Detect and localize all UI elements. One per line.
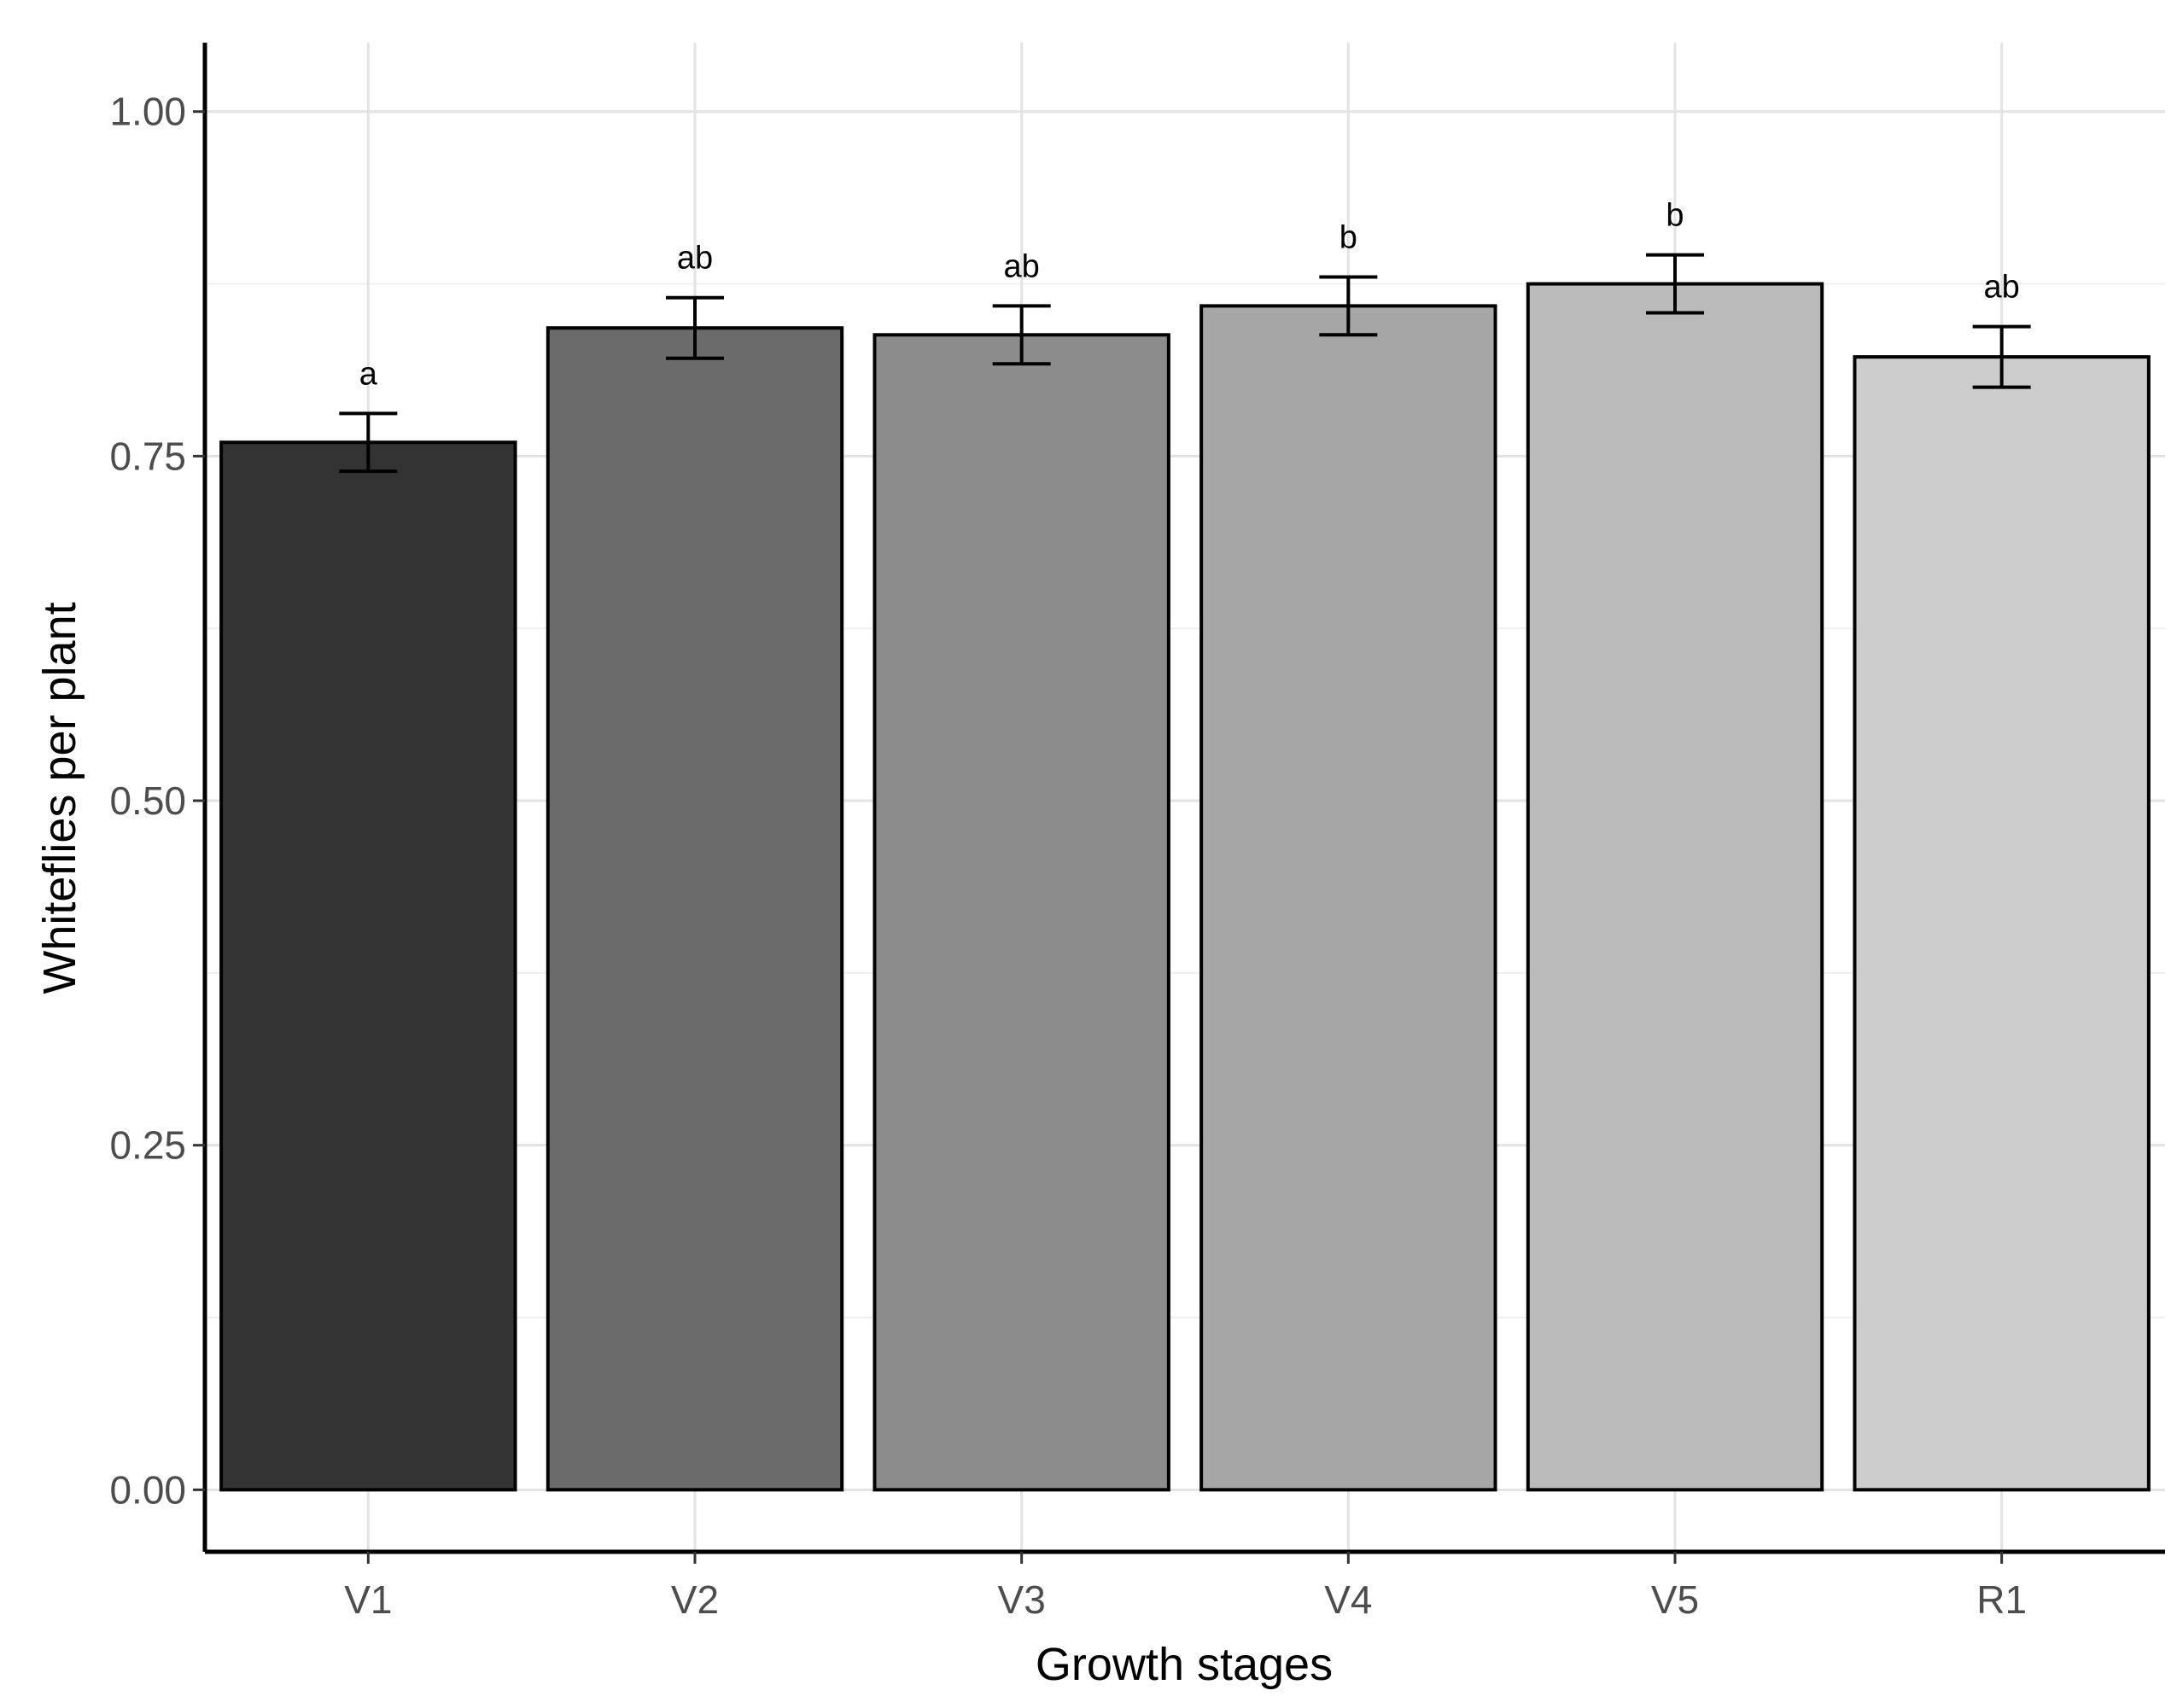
bar-v1 <box>219 440 517 1492</box>
y-tick-label: 0.75 <box>109 434 186 478</box>
significance-labels: a ab ab b b ab <box>359 198 2020 393</box>
y-tick-label: 0.00 <box>109 1467 186 1512</box>
bar-v5 <box>1526 282 1824 1492</box>
error-bar-v4 <box>1319 275 1378 337</box>
x-tick-label: V4 <box>1324 1577 1372 1622</box>
y-tick-label: 1.00 <box>109 90 186 134</box>
y-axis-title: Whiteflies per plant <box>34 602 85 994</box>
x-tick-label: R1 <box>1976 1577 2027 1622</box>
significance-label-v3: ab <box>1004 248 1040 284</box>
significance-label-v2: ab <box>677 241 713 277</box>
bar-v2 <box>546 326 844 1492</box>
bar-v4 <box>1199 304 1497 1492</box>
bar-r1 <box>1853 355 2151 1492</box>
error-bar-v1 <box>339 411 398 474</box>
x-tick-label: V5 <box>1651 1577 1699 1622</box>
significance-label-v5: b <box>1666 198 1684 234</box>
x-tick-label: V1 <box>344 1577 392 1622</box>
x-tick-label: V2 <box>671 1577 719 1622</box>
significance-label-v4: b <box>1339 219 1357 255</box>
significance-label-v1: a <box>359 356 378 392</box>
significance-label-r1: ab <box>1984 270 2020 306</box>
y-tick-label: 0.50 <box>109 778 186 823</box>
axes <box>202 43 2165 1554</box>
x-tick-label: V3 <box>998 1577 1046 1622</box>
error-bar-r1 <box>1972 324 2031 389</box>
x-axis-title: Growth stages <box>1036 1639 1333 1690</box>
error-bar-v5 <box>1646 253 1704 315</box>
bars <box>219 282 2151 1492</box>
error-bar-v2 <box>666 295 724 360</box>
y-tick-label: 0.25 <box>109 1123 186 1168</box>
error-bars <box>339 253 2031 474</box>
bar-v3 <box>873 333 1170 1492</box>
tick-labels: 0.00 0.25 0.50 0.75 1.00 V1 V2 V3 V4 V5 R1 <box>109 90 2027 1622</box>
error-bar-v3 <box>992 304 1051 366</box>
